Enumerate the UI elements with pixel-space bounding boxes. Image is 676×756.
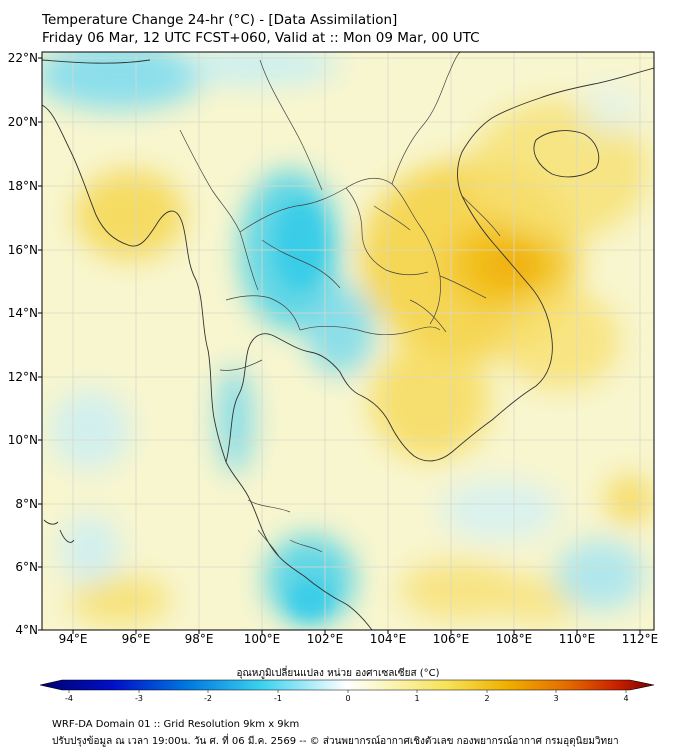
colorbar-tick-label: -3: [135, 694, 143, 703]
colorbar-tick-label: -2: [204, 694, 212, 703]
lat-label: 22°N: [7, 51, 38, 65]
lon-label: 94°E: [58, 632, 88, 646]
footer-model-info: WRF-DA Domain 01 :: Grid Resolution 9km …: [52, 719, 300, 730]
colorbar-tick-label: -1: [274, 694, 282, 703]
coastlines: [42, 59, 654, 630]
colorbar-tick-label: 4: [623, 694, 629, 703]
lat-label: 12°N: [7, 370, 38, 384]
colorbar-title: อุณหภูมิเปลี่ยนแปลง หน่วย องศาเซลเซียส (…: [236, 668, 440, 679]
lon-label: 110°E: [558, 632, 596, 646]
lon-label: 112°E: [621, 632, 659, 646]
lon-label: 106°E: [432, 632, 470, 646]
lat-label: 14°N: [7, 306, 38, 320]
lon-label: 104°E: [369, 632, 407, 646]
lon-label: 102°E: [306, 632, 344, 646]
colorbar-tick-label: 1: [414, 694, 420, 703]
map-title: Temperature Change 24-hr (°C) - [Data As…: [42, 12, 398, 28]
lat-label: 4°N: [15, 623, 38, 637]
lon-label: 108°E: [495, 632, 533, 646]
lat-label: 8°N: [15, 497, 38, 511]
lat-label: 16°N: [7, 243, 38, 257]
lon-label: 96°E: [121, 632, 151, 646]
lon-label: 98°E: [184, 632, 214, 646]
lat-label: 10°N: [7, 433, 38, 447]
lat-label: 6°N: [15, 560, 38, 574]
lon-label: 100°E: [243, 632, 281, 646]
colorbar-tick-label: 0: [345, 694, 351, 703]
borders: [179, 52, 501, 559]
graticule: [42, 52, 654, 630]
footer-credit: ปรับปรุงข้อมูล ณ เวลา 19:00น. วัน ศ. ที่…: [52, 736, 619, 747]
colorbar-tick-label: -4: [65, 694, 73, 703]
colorbar-tick-label: 2: [484, 694, 490, 703]
field-layer: [42, 52, 654, 630]
colorbar: [39, 679, 655, 693]
lat-label: 20°N: [7, 115, 38, 129]
lat-label: 18°N: [7, 179, 38, 193]
colorbar-tick-label: 3: [553, 694, 559, 703]
map-subtitle: Friday 06 Mar, 12 UTC FCST+060, Valid at…: [42, 30, 480, 46]
axis-ticks: [38, 57, 641, 634]
